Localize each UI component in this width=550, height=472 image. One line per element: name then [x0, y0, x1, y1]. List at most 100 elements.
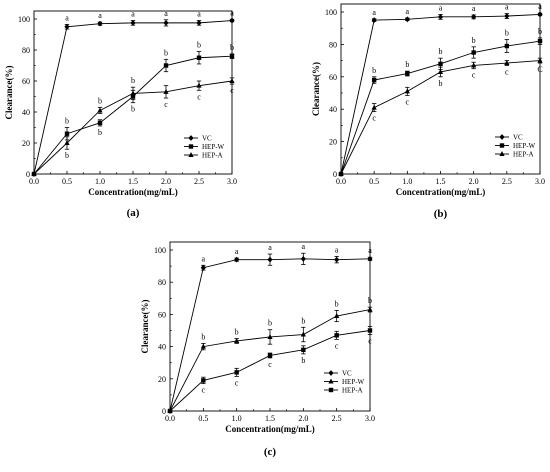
- x-tick-label: 2.0: [161, 177, 171, 186]
- significance-label: b: [65, 151, 69, 160]
- data-point: [504, 60, 510, 66]
- data-point: [201, 378, 206, 383]
- data-point: [537, 57, 543, 63]
- significance-label: b: [472, 36, 476, 45]
- data-point: [234, 370, 239, 375]
- y-axis-title: Clearance(%): [311, 62, 321, 116]
- data-point: [371, 104, 377, 110]
- x-axis-title: Concentration(mg/mL): [396, 187, 486, 197]
- significance-label: c: [268, 360, 272, 369]
- significance-label: c: [335, 341, 339, 350]
- x-tick-label: 0.5: [198, 414, 208, 423]
- data-point: [130, 90, 136, 96]
- panel-label: (b): [434, 208, 448, 220]
- x-tick-label: 3.0: [365, 414, 375, 423]
- data-point: [437, 68, 444, 74]
- data-point: [300, 331, 306, 337]
- data-point: [163, 19, 169, 26]
- significance-label: a: [230, 8, 234, 17]
- data-point: [504, 43, 510, 49]
- x-tick-label: 0.0: [29, 177, 39, 186]
- data-point: [97, 120, 103, 126]
- data-point: [504, 13, 510, 19]
- y-tick-label: 0: [162, 407, 166, 416]
- data-point: [301, 347, 306, 353]
- data-point: [229, 17, 235, 24]
- legend-label: HEP-W: [342, 378, 365, 386]
- x-tick-label: 2.5: [502, 177, 512, 186]
- significance-label: b: [65, 117, 69, 126]
- data-point: [97, 107, 103, 113]
- data-point: [537, 38, 543, 44]
- significance-label: b: [505, 29, 509, 38]
- data-point: [334, 313, 340, 319]
- x-tick-label: 1.0: [95, 177, 105, 186]
- legend-label: HEP-A: [513, 151, 534, 159]
- legend-label: HEP-A: [202, 152, 223, 160]
- significance-label: b: [98, 128, 102, 137]
- y-axis-title: Clearance(%): [140, 300, 150, 354]
- panel-label: (c): [264, 446, 277, 458]
- legend-marker: [328, 387, 334, 393]
- x-tick-label: 2.5: [332, 414, 342, 423]
- data-point: [163, 88, 169, 94]
- legend-label: HEP-W: [202, 143, 225, 151]
- x-tick-label: 3.0: [227, 177, 237, 186]
- y-tick-label: 80: [158, 278, 166, 287]
- x-tick-label: 1.0: [232, 414, 242, 423]
- x-tick-label: 0.0: [336, 177, 346, 186]
- significance-label: a: [406, 7, 410, 16]
- data-point: [438, 61, 443, 67]
- legend-label: VC: [202, 135, 212, 143]
- significance-label: c: [197, 92, 201, 101]
- data-point: [167, 408, 173, 414]
- data-point: [405, 71, 410, 76]
- significance-label: b: [98, 96, 102, 105]
- y-tick-label: 100: [154, 246, 166, 255]
- data-point: [471, 62, 477, 68]
- data-point: [367, 255, 373, 262]
- data-point: [196, 19, 202, 26]
- significance-label: b: [235, 328, 239, 337]
- x-tick-label: 1.0: [402, 177, 412, 186]
- data-point: [300, 255, 306, 262]
- x-tick-label: 2.0: [298, 414, 308, 423]
- x-tick-label: 1.5: [436, 177, 446, 186]
- data-point: [64, 131, 70, 136]
- series-line: [340, 13, 541, 175]
- significance-label: a: [335, 245, 339, 254]
- y-tick-label: 40: [22, 108, 30, 117]
- data-point: [267, 353, 273, 358]
- x-axis-title: Concentration(mg/mL): [88, 187, 178, 197]
- significance-label: a: [202, 254, 206, 263]
- data-point: [338, 171, 344, 176]
- y-tick-label: 80: [329, 40, 337, 49]
- significance-label: c: [472, 71, 476, 80]
- significance-label: c: [164, 100, 168, 109]
- significance-label: a: [268, 243, 272, 252]
- significance-label: c: [406, 97, 410, 106]
- data-point: [97, 20, 103, 27]
- x-axis: 0.0 0.5 1.0 1.5 2.0 2.5 3.0: [165, 408, 375, 423]
- x-tick-label: 0.5: [62, 177, 72, 186]
- significance-label: b: [439, 79, 443, 88]
- data-point: [234, 337, 240, 343]
- significance-label: b: [368, 296, 372, 305]
- significance-label: a: [439, 3, 443, 12]
- y-axis-title: Clearance(%): [4, 66, 14, 120]
- legend-marker: [188, 144, 194, 149]
- chart-panel-c: 0.0 0.5 1.0 1.5 2.0 2.5 3.0 0 20 40 60 80 100 Concent…: [140, 241, 375, 458]
- significance-label: b: [164, 48, 168, 57]
- significance-label: b: [268, 319, 272, 328]
- significance-label: b: [372, 66, 376, 75]
- legend-label: VC: [342, 370, 352, 378]
- data-point: [371, 17, 377, 23]
- x-axis: 0.0 0.5 1.0 1.5 2.0 2.5 3.0: [336, 171, 545, 186]
- y-tick-label: 40: [329, 105, 337, 114]
- significance-label: b: [405, 60, 409, 69]
- data-point: [471, 13, 477, 20]
- y-tick-label: 0: [26, 170, 30, 179]
